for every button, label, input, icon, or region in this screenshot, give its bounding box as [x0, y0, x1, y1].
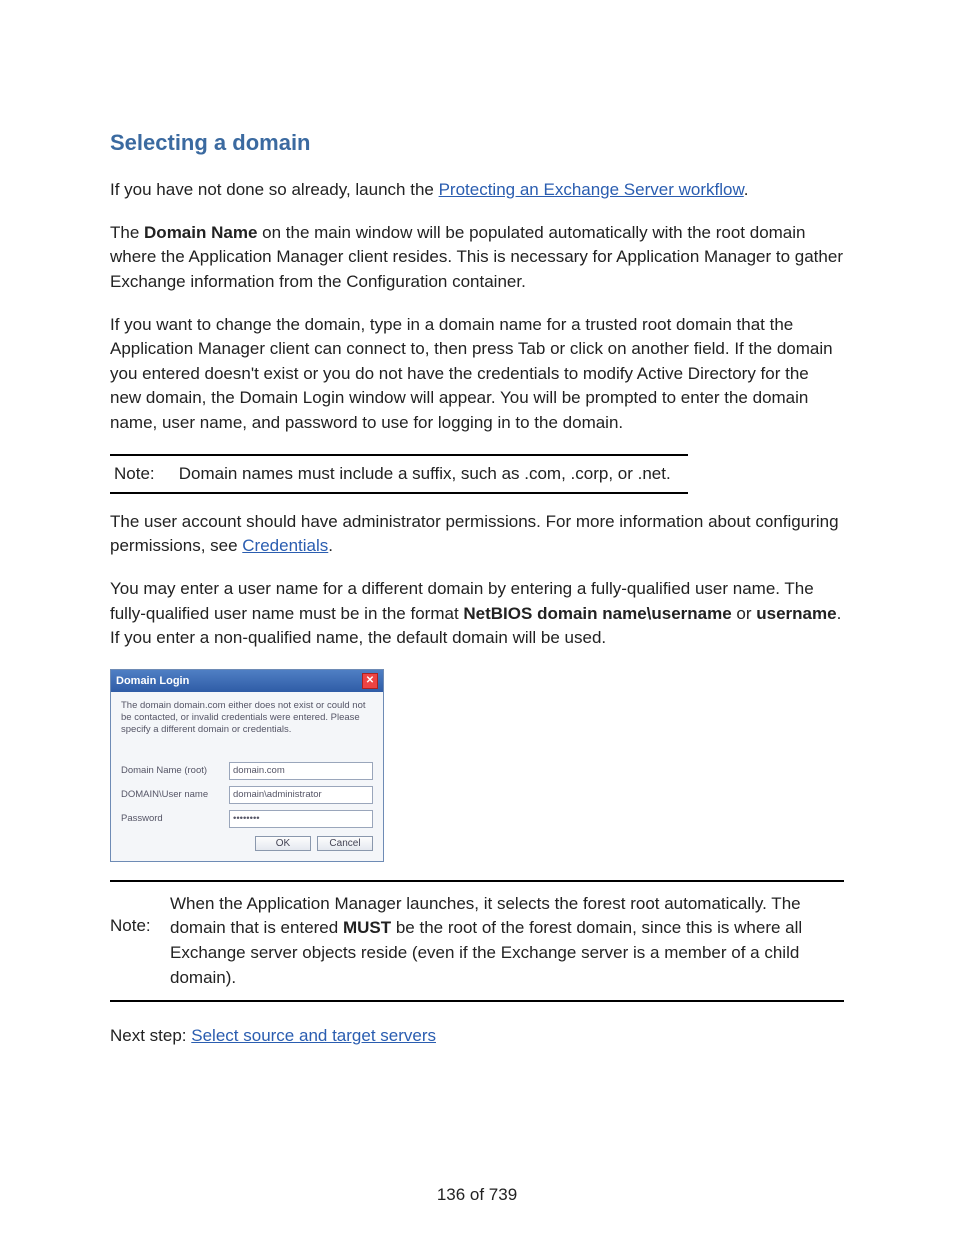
domain-login-dialog: Domain Login ✕ The domain domain.com eit… [110, 669, 384, 862]
paragraph-permissions: The user account should have administrat… [110, 510, 844, 559]
text: or [732, 604, 757, 623]
paragraph-username-format: You may enter a user name for a differen… [110, 577, 844, 651]
user-name-input[interactable] [229, 786, 373, 804]
link-select-servers[interactable]: Select source and target servers [191, 1026, 436, 1045]
field-user-name: DOMAIN\User name [121, 786, 373, 804]
bold-must: MUST [343, 918, 391, 937]
ok-button[interactable]: OK [255, 836, 311, 851]
password-input[interactable] [229, 810, 373, 828]
text: . [328, 536, 333, 555]
note-text: Domain names must include a suffix, such… [179, 464, 671, 483]
link-protecting-exchange[interactable]: Protecting an Exchange Server workflow [439, 180, 744, 199]
dialog-titlebar: Domain Login ✕ [111, 670, 383, 692]
text: If you have not done so already, launch … [110, 180, 439, 199]
note-text: When the Application Manager launches, i… [170, 892, 844, 991]
dialog-buttons: OK Cancel [121, 836, 373, 851]
field-label: Domain Name (root) [121, 765, 229, 776]
close-icon[interactable]: ✕ [362, 673, 378, 689]
dialog-body: The domain domain.com either does not ex… [111, 692, 383, 861]
note-suffix: Note: Domain names must include a suffix… [110, 454, 688, 494]
link-credentials[interactable]: Credentials [242, 536, 328, 555]
text: The user account should have administrat… [110, 512, 839, 556]
paragraph-next-step: Next step: Select source and target serv… [110, 1024, 844, 1049]
paragraph-domain-name: The Domain Name on the main window will … [110, 221, 844, 295]
bold-netbios: NetBIOS domain name\username [463, 604, 731, 623]
text: Next step: [110, 1026, 191, 1045]
bold-username: username [756, 604, 836, 623]
paragraph-intro: If you have not done so already, launch … [110, 178, 844, 203]
field-domain-name: Domain Name (root) [121, 762, 373, 780]
bold-domain-name: Domain Name [144, 223, 257, 242]
note-label: Note: [110, 892, 170, 936]
document-page: Selecting a domain If you have not done … [0, 0, 954, 1235]
cancel-button[interactable]: Cancel [317, 836, 373, 851]
field-label: Password [121, 813, 229, 824]
dialog-message: The domain domain.com either does not ex… [121, 700, 373, 736]
page-number: 136 of 739 [0, 1185, 954, 1205]
domain-name-input[interactable] [229, 762, 373, 780]
text: . [744, 180, 749, 199]
text: The [110, 223, 144, 242]
field-label: DOMAIN\User name [121, 789, 229, 800]
paragraph-change-domain: If you want to change the domain, type i… [110, 313, 844, 436]
note-forest-root: Note: When the Application Manager launc… [110, 880, 844, 1003]
field-password: Password [121, 810, 373, 828]
section-heading: Selecting a domain [110, 130, 844, 156]
dialog-title-text: Domain Login [116, 675, 189, 687]
note-label: Note: [114, 464, 174, 484]
